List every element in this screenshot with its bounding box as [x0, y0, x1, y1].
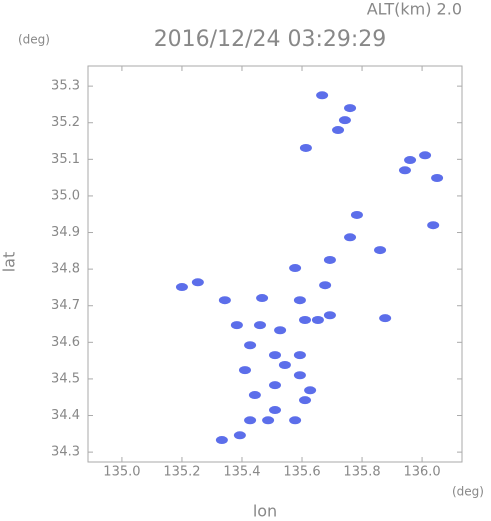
- radar-echo: [338, 116, 351, 125]
- x-tick-label: 135.2: [163, 465, 200, 480]
- radar-echo: [304, 386, 317, 395]
- radar-echo: [344, 233, 357, 242]
- chart-title: 2016/12/24 03:29:29: [154, 27, 387, 52]
- radar-echo: [299, 396, 312, 405]
- radar-echo: [427, 221, 440, 230]
- radar-echo: [262, 416, 275, 425]
- x-tick-label: 135.8: [343, 465, 380, 480]
- x-tick-label: 135.0: [103, 465, 140, 480]
- radar-echo: [244, 341, 257, 350]
- radar-echo: [278, 361, 291, 370]
- y-unit: (deg): [18, 33, 50, 47]
- radar-echo: [269, 406, 281, 415]
- radar-echo: [215, 436, 228, 445]
- y-tick-label: 34.9: [51, 225, 80, 240]
- radar-echo: [269, 351, 281, 360]
- y-tick-label: 34.6: [51, 335, 80, 350]
- radar-echo: [274, 326, 287, 335]
- radar-echo: [293, 371, 306, 380]
- radar-echo: [289, 264, 302, 273]
- y-tick-label: 35.0: [51, 188, 80, 203]
- radar-echo: [299, 143, 312, 152]
- radar-echo: [316, 91, 329, 100]
- radar-echo: [191, 278, 204, 287]
- radar-echo: [244, 416, 257, 425]
- y-tick-label: 34.3: [51, 445, 80, 460]
- radar-echo: [230, 321, 243, 330]
- y-tick-label: 34.4: [51, 408, 80, 423]
- plot-frame: [87, 65, 463, 463]
- radar-echo: [344, 104, 357, 113]
- radar-echo: [323, 311, 336, 320]
- radar-echo: [289, 416, 302, 425]
- radar-echo: [398, 166, 411, 175]
- x-tick-label: 135.6: [283, 465, 320, 480]
- x-tick-label: 135.4: [223, 465, 260, 480]
- y-tick-label: 34.5: [51, 371, 80, 386]
- y-tick-label: 35.1: [51, 152, 80, 167]
- radar-echo: [253, 321, 266, 330]
- x-tick-label: 136.0: [403, 465, 440, 480]
- y-axis-label: lat: [0, 252, 19, 273]
- radar-echo: [293, 296, 306, 305]
- y-tick-label: 34.7: [51, 298, 80, 313]
- radar-echo: [332, 126, 345, 135]
- y-tick-label: 35.2: [51, 115, 80, 130]
- y-tick-label: 34.8: [51, 262, 80, 277]
- radar-echo: [431, 173, 444, 182]
- radar-echo: [319, 281, 332, 290]
- radar-echo: [238, 366, 251, 375]
- x-axis-label: lon: [253, 502, 277, 521]
- x-unit: (deg): [452, 485, 484, 499]
- radar-echo: [293, 351, 306, 360]
- radar-echo: [233, 431, 246, 440]
- radar-echo: [218, 296, 231, 305]
- radar-echo: [374, 246, 387, 255]
- radar-echo: [404, 156, 417, 165]
- radar-echo: [256, 294, 269, 303]
- radar-echo: [299, 315, 312, 324]
- radar-echo: [419, 151, 432, 160]
- radar-echo: [311, 315, 324, 324]
- y-tick-label: 35.3: [51, 79, 80, 94]
- radar-echo: [248, 391, 261, 400]
- radar-echo: [323, 255, 336, 264]
- radar-echo: [175, 283, 188, 292]
- radar-echo: [379, 314, 392, 323]
- radar-echo: [350, 210, 363, 219]
- altitude-label: ALT(km) 2.0: [367, 0, 462, 19]
- radar-echo: [269, 381, 281, 390]
